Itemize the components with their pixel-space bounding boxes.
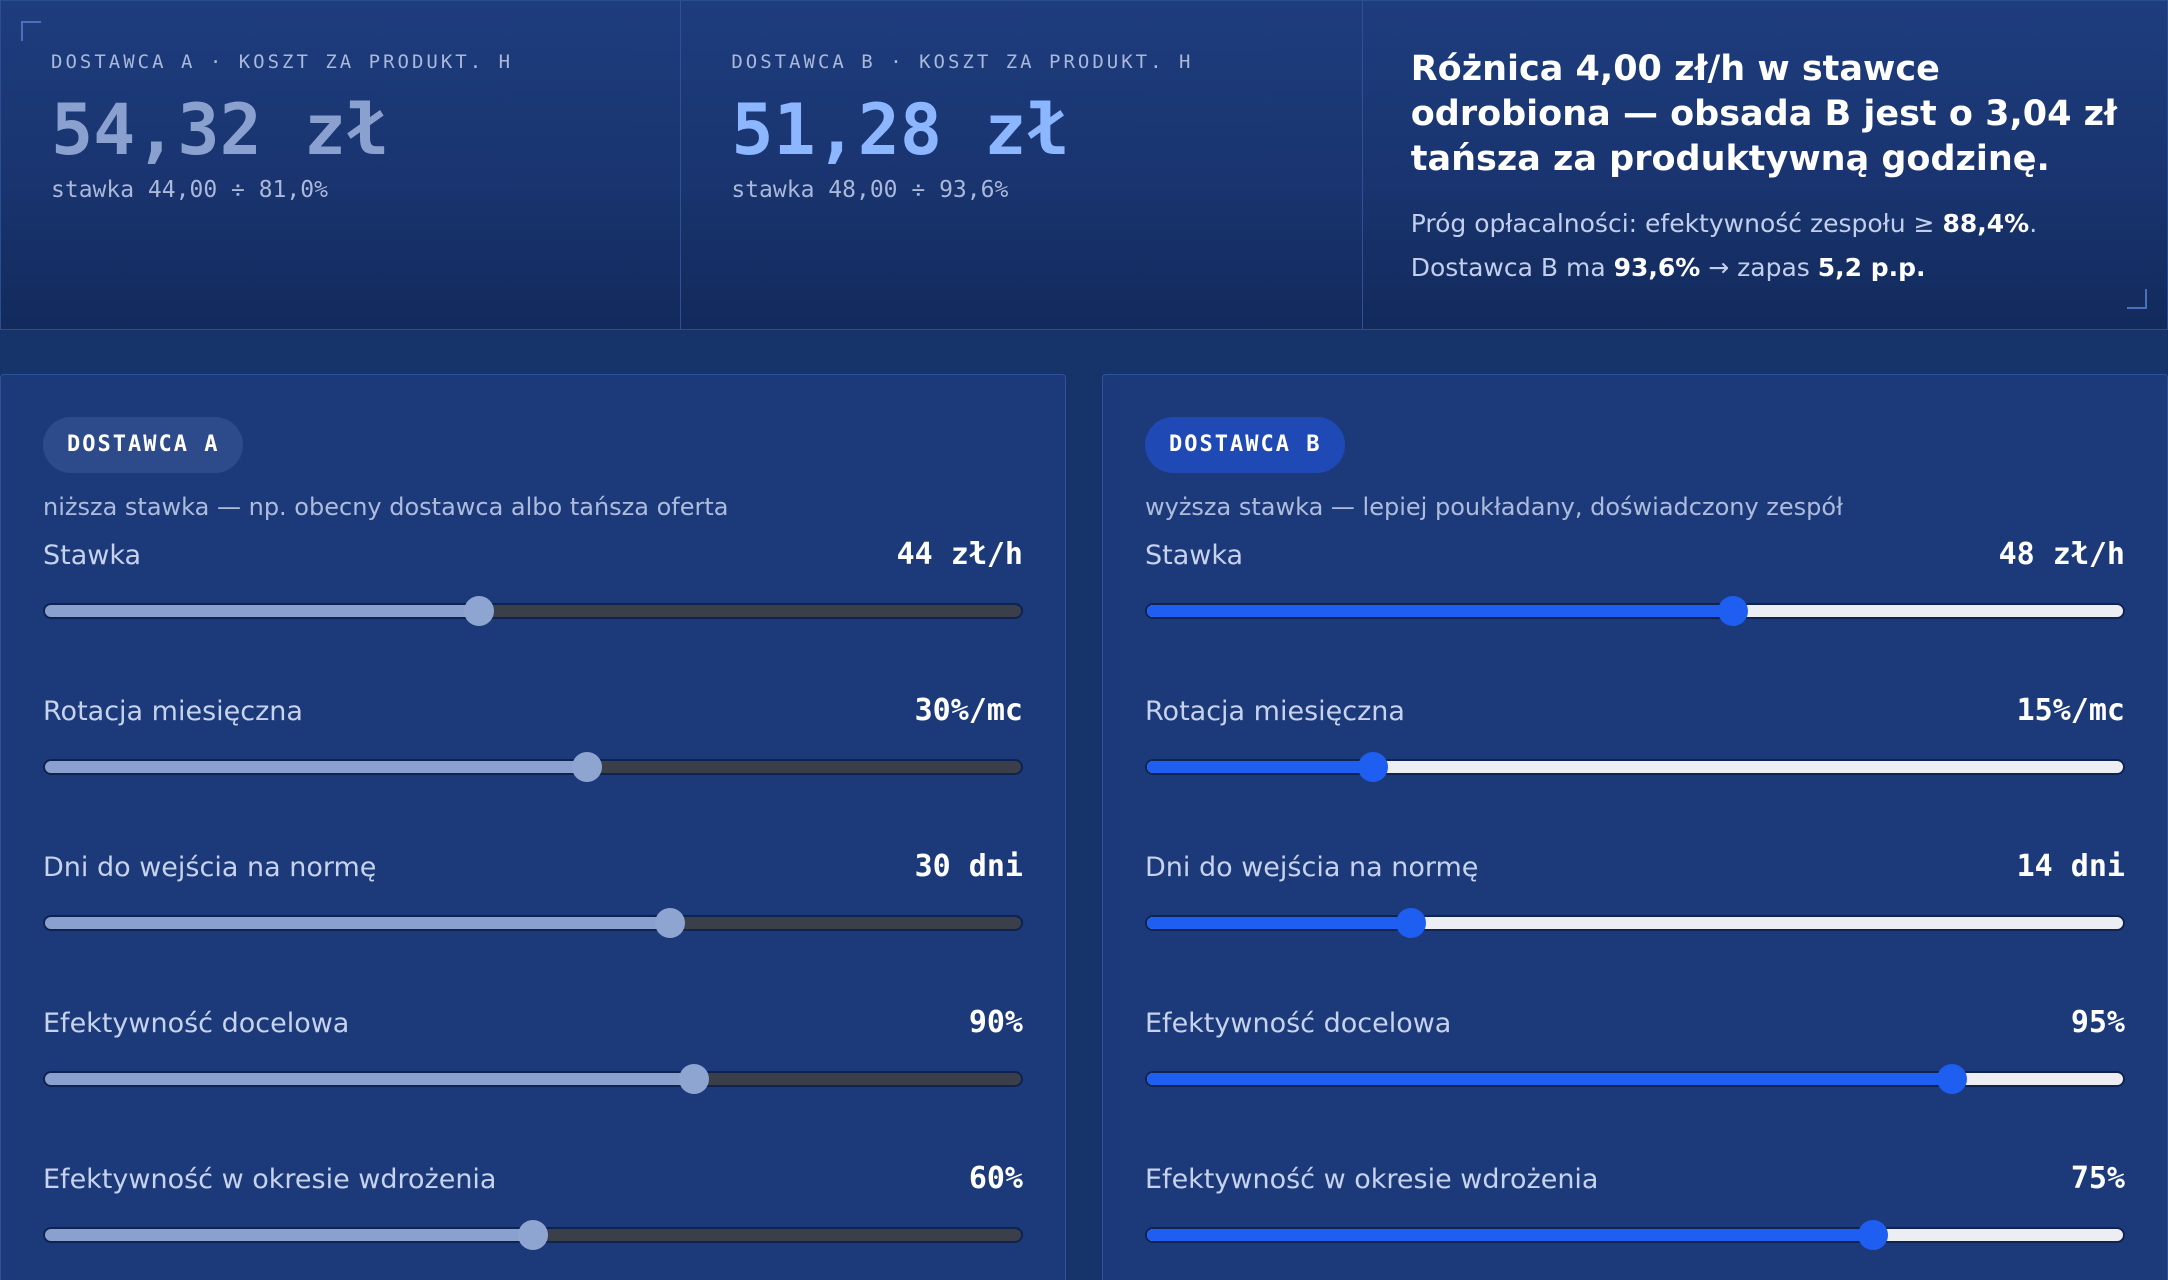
supplier-a-description: niższa stawka — np. obecny dostawca albo… [43,493,729,521]
slider-thumb[interactable] [571,752,602,782]
rotation-label: Rotacja miesięczna [1145,696,1405,727]
supplier-a-rotation-slider[interactable] [43,752,1023,782]
summary-supplier-b: DOSTAWCA B · KOSZT ZA PRODUKT. H 51,28 z… [681,1,1363,329]
slider-thumb[interactable] [1358,752,1389,782]
slider-thumb[interactable] [1858,1220,1889,1250]
supplier-a-rampup-efficiency-control: Efektywność w okresie wdrożenia 60% [43,1145,1023,1280]
target-efficiency-value: 90% [968,1005,1023,1040]
slider-thumb[interactable] [518,1220,548,1250]
supplier-b-rampup-days-control: Dni do wejścia na normę 14 dni [1145,833,2125,989]
supplier-b-efficiency: 93,6% [1613,253,1701,282]
rate-value: 48 zł/h [1998,537,2125,572]
supplier-a-rampup-efficiency-slider[interactable] [43,1220,1023,1250]
slider-fill [1147,761,1374,773]
verdict-details: Próg opłacalności: efektywność zespołu ≥… [1411,202,2127,290]
supplier-b-target-efficiency-slider[interactable] [1145,1064,2125,1094]
slider-thumb[interactable] [464,596,495,626]
slider-fill [1147,917,1411,929]
rampup-days-label: Dni do wejścia na normę [1145,852,1479,883]
supplier-a-rate-slider[interactable] [43,596,1023,626]
margin-value: 5,2 p.p. [1817,253,1926,282]
rampup-days-value: 14 dni [2016,849,2125,884]
corner-decoration-icon [21,21,41,41]
slider-fill [45,917,670,929]
rampup-efficiency-label: Efektywność w okresie wdrożenia [1145,1164,1599,1195]
supplier-a-target-efficiency-slider[interactable] [43,1064,1023,1094]
rampup-efficiency-value: 75% [2070,1161,2125,1196]
supplier-a-rate-control: Stawka 44 zł/h [43,521,1023,677]
target-efficiency-label: Efektywność docelowa [43,1008,350,1039]
target-efficiency-label: Efektywność docelowa [1145,1008,1452,1039]
breakeven-end: . [2029,209,2038,238]
supplier-a-rampup-days-control: Dni do wejścia na normę 30 dni [43,833,1023,989]
margin-arrow-text: → zapas [1700,253,1818,282]
verdict-title: Różnica 4,00 zł/h w stawce odrobiona — o… [1410,49,2118,179]
slider-thumb[interactable] [1937,1064,1968,1094]
supplier-b-rampup-days-slider[interactable] [1145,908,2125,938]
supplier-b-target-efficiency-control: Efektywność docelowa 95% [1145,989,2125,1145]
supplier-a-target-efficiency-control: Efektywność docelowa 90% [43,989,1023,1145]
slider-thumb[interactable] [1395,908,1426,938]
slider-fill [45,761,587,773]
rate-label: Stawka [1145,540,1244,571]
margin-line: Dostawca B ma 93,6% → zapas 5,2 p.p. [1411,246,2127,290]
summary-a-formula: stawka 44,00 ÷ 81,0% [51,177,328,203]
rotation-value: 15%/mc [2016,693,2125,728]
rampup-days-value: 30 dni [914,849,1023,884]
supplier-b-description: wyższa stawka — lepiej poukładany, doświ… [1145,493,1843,521]
rampup-efficiency-value: 60% [968,1161,1023,1196]
supplier-b-rampup-efficiency-control: Efektywność w okresie wdrożenia 75% [1145,1145,2125,1280]
supplier-b-panel: DOSTAWCA B wyższa stawka — lepiej poukła… [1102,374,2168,1280]
slider-thumb[interactable] [654,908,685,938]
supplier-b-rotation-control: Rotacja miesięczna 15%/mc [1145,677,2125,833]
slider-fill [1147,605,1733,617]
supplier-a-panel: DOSTAWCA A niższa stawka — np. obecny do… [0,374,1066,1280]
slider-fill [1147,1229,1874,1241]
breakeven-value: 88,4% [1942,209,2030,238]
breakeven-text: Próg opłacalności: efektywność zespołu ≥ [1410,209,1943,238]
slider-fill [45,1073,695,1085]
supplier-a-badge: DOSTAWCA A [43,417,244,473]
summary-supplier-a: DOSTAWCA A · KOSZT ZA PRODUKT. H 54,32 z… [1,1,682,329]
rate-label: Stawka [43,540,142,571]
rotation-value: 30%/mc [914,693,1023,728]
slider-thumb[interactable] [1717,596,1748,626]
target-efficiency-value: 95% [2070,1005,2125,1040]
summary-a-value: 54,32 zł [51,89,389,171]
summary-b-value: 51,28 zł [731,89,1069,171]
rate-value: 44 zł/h [896,537,1023,572]
summary-a-label: DOSTAWCA A · KOSZT ZA PRODUKT. H [51,51,514,73]
supplier-b-rotation-slider[interactable] [1145,752,2125,782]
margin-text: Dostawca B ma [1410,253,1614,282]
supplier-b-badge: DOSTAWCA B [1145,417,1346,473]
corner-decoration-icon [2127,289,2147,309]
rampup-days-label: Dni do wejścia na normę [43,852,377,883]
rotation-label: Rotacja miesięczna [43,696,303,727]
supplier-b-rate-control: Stawka 48 zł/h [1145,521,2125,677]
summary-b-label: DOSTAWCA B · KOSZT ZA PRODUKT. H [731,51,1194,73]
supplier-a-rampup-days-slider[interactable] [43,908,1023,938]
supplier-a-rotation-control: Rotacja miesięczna 30%/mc [43,677,1023,833]
breakeven-line: Próg opłacalności: efektywność zespołu ≥… [1411,202,2127,246]
summary-bar: DOSTAWCA A · KOSZT ZA PRODUKT. H 54,32 z… [0,0,2168,330]
summary-b-formula: stawka 48,00 ÷ 93,6% [731,177,1009,203]
slider-fill [45,1229,533,1241]
rampup-efficiency-label: Efektywność w okresie wdrożenia [43,1164,497,1195]
slider-fill [45,605,480,617]
summary-verdict: Różnica 4,00 zł/h w stawce odrobiona — o… [1363,1,2167,329]
slider-fill [1147,1073,1953,1085]
supplier-b-rate-slider[interactable] [1145,596,2125,626]
slider-thumb[interactable] [679,1064,710,1094]
supplier-b-rampup-efficiency-slider[interactable] [1145,1220,2125,1250]
